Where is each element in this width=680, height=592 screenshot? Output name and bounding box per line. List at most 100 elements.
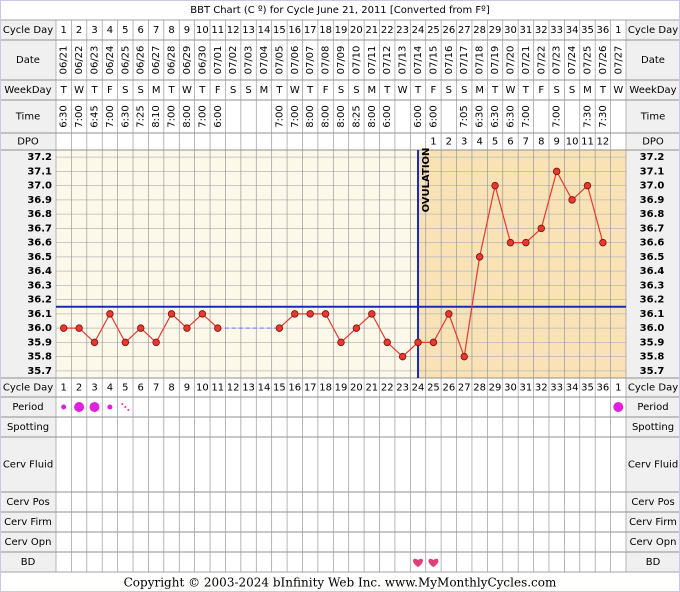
x-tick-label: 36 xyxy=(597,383,610,394)
x-tick-label: 12 xyxy=(227,383,240,394)
date: 07/24 xyxy=(567,46,578,75)
y-tick-label: 36.1 xyxy=(640,309,665,320)
x-tick-label: 9 xyxy=(184,383,190,394)
weekday: M xyxy=(367,85,376,96)
temperature-point xyxy=(106,310,114,318)
weekday: F xyxy=(215,85,221,96)
x-tick-label: 29 xyxy=(489,25,502,36)
y-tick-label: 36.7 xyxy=(640,223,665,234)
x-tick-label: 2 xyxy=(76,25,82,36)
temperature-point xyxy=(121,338,130,347)
x-tick-label: 11 xyxy=(211,25,224,36)
x-tick-label: 1 xyxy=(615,383,621,394)
temperature-point xyxy=(599,238,607,247)
y-tick-label: 36.3 xyxy=(640,280,665,291)
weekday: S xyxy=(569,85,575,96)
x-tick-label: 8 xyxy=(168,25,174,36)
x-tick-label: 33 xyxy=(550,383,563,394)
weekday: T xyxy=(167,85,175,96)
date: 07/26 xyxy=(598,46,609,75)
x-tick-label: 16 xyxy=(288,25,301,36)
weekday: W xyxy=(398,85,408,96)
temperature-point xyxy=(583,181,592,190)
x-tick-label: 7 xyxy=(153,383,159,394)
x-tick-label: 16 xyxy=(288,383,301,394)
y-tick-label: 37.0 xyxy=(27,181,52,192)
x-tick-label: 27 xyxy=(458,383,471,394)
weekday: S xyxy=(461,85,467,96)
temperature-point xyxy=(537,224,545,233)
time: 8:00 xyxy=(182,105,193,127)
weekday: S xyxy=(338,85,344,96)
row-label: Cerv Firm xyxy=(4,517,52,528)
y-tick-label: 36.5 xyxy=(640,252,665,263)
y-tick-label: 37.0 xyxy=(640,181,665,192)
date: 07/21 xyxy=(521,46,532,75)
weekday: T xyxy=(383,85,391,96)
time: 7:00 xyxy=(290,105,301,127)
y-tick-label: 37.1 xyxy=(27,166,52,177)
date: 07/12 xyxy=(382,46,393,75)
date: 07/20 xyxy=(505,46,516,75)
y-tick-label: 36.4 xyxy=(640,266,665,277)
date: 07/03 xyxy=(244,46,255,75)
spotting-marker xyxy=(124,406,127,408)
temperature-point xyxy=(568,196,576,204)
y-tick-label: 36.2 xyxy=(640,295,665,306)
y-tick-label: 36.0 xyxy=(27,323,52,334)
time: 7:00 xyxy=(105,105,116,127)
row-label: BD xyxy=(21,557,36,568)
y-tick-label: 36.9 xyxy=(640,195,665,206)
ovulation-label: OVULATION xyxy=(421,148,432,213)
y-tick-label: 37.1 xyxy=(640,166,665,177)
date: 06/23 xyxy=(90,46,101,75)
temperature-point xyxy=(429,338,438,347)
date: 07/17 xyxy=(459,46,470,75)
x-tick-label: 11 xyxy=(211,383,224,394)
temperature-point xyxy=(306,310,314,318)
time: 6:30 xyxy=(490,105,501,127)
dpo: 3 xyxy=(461,137,467,148)
time: 7:00 xyxy=(167,105,178,127)
weekday: T xyxy=(491,85,499,96)
date: 07/07 xyxy=(305,46,316,75)
x-tick-label: 14 xyxy=(258,383,271,394)
date: 06/29 xyxy=(182,46,193,75)
time: 7:30 xyxy=(598,105,609,127)
x-tick-label: 4 xyxy=(107,25,113,36)
date: 07/15 xyxy=(428,46,439,75)
date: 07/11 xyxy=(367,46,378,75)
spotting-marker xyxy=(121,403,124,405)
date: 06/25 xyxy=(120,46,131,75)
x-tick-label: 26 xyxy=(442,383,455,394)
x-tick-label: 22 xyxy=(381,25,394,36)
dpo: 12 xyxy=(597,137,610,148)
date: 07/02 xyxy=(228,46,239,75)
y-tick-label: 36.7 xyxy=(27,223,52,234)
x-tick-label: 30 xyxy=(504,383,517,394)
temperature-point xyxy=(352,324,361,332)
time: 8:00 xyxy=(367,105,378,127)
label-column-bg xyxy=(1,20,56,572)
dpo: 7 xyxy=(523,137,529,148)
row-label: DPO xyxy=(642,137,664,148)
row-label: Cerv Firm xyxy=(629,517,677,528)
weekday: T xyxy=(60,85,68,96)
date: 07/19 xyxy=(490,46,501,75)
x-tick-label: 28 xyxy=(473,383,486,394)
y-tick-label: 37.2 xyxy=(640,152,665,163)
time: 8:00 xyxy=(305,105,316,127)
dpo: 4 xyxy=(476,137,482,148)
period-marker xyxy=(61,404,67,410)
x-tick-label: 21 xyxy=(365,383,378,394)
row-label: Cerv Opn xyxy=(5,537,52,548)
date: 07/09 xyxy=(336,46,347,75)
y-tick-label: 36.5 xyxy=(27,252,52,263)
x-tick-label: 19 xyxy=(335,383,348,394)
weekday: W xyxy=(74,85,84,96)
time: 6:00 xyxy=(413,105,424,127)
x-tick-label: 31 xyxy=(519,25,532,36)
y-tick-label: 36.0 xyxy=(640,323,665,334)
x-tick-label: 18 xyxy=(319,25,332,36)
